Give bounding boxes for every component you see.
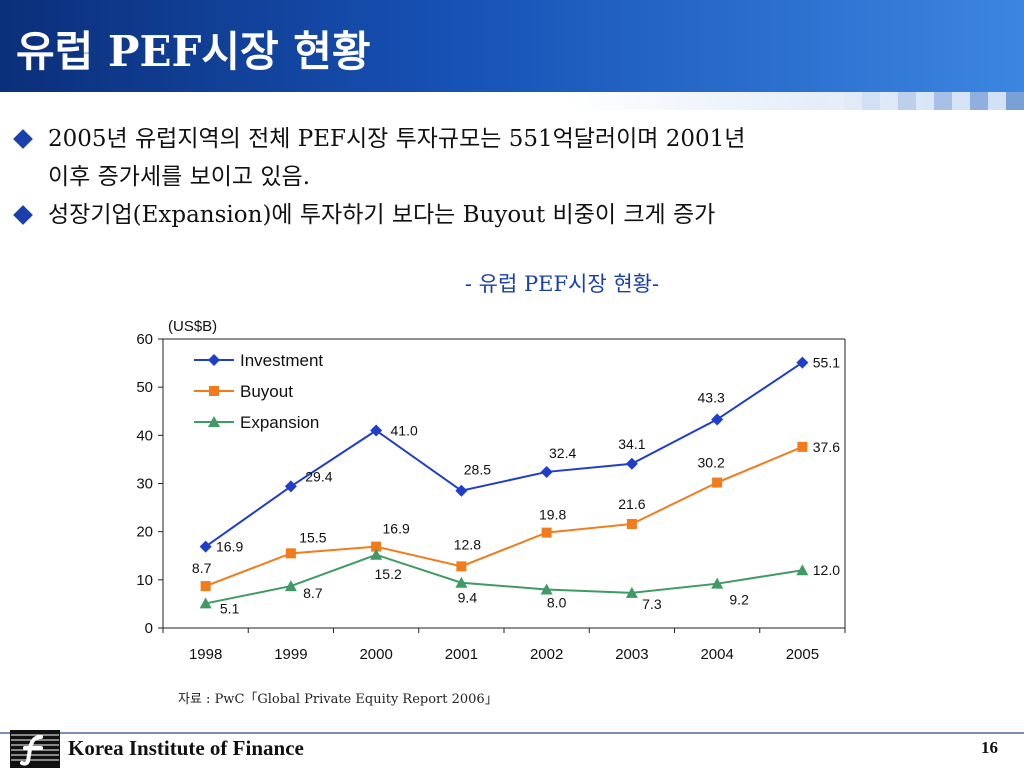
x-tick-label: 2002: [530, 646, 563, 663]
data-label-investment: 41.0: [391, 423, 418, 439]
x-tick-label: 2000: [359, 646, 392, 663]
data-label-investment: 34.1: [618, 436, 645, 452]
footer-organization: Korea Institute of Finance: [68, 736, 304, 760]
bullet-text: 2005년 유럽지역의 전체 PEF시장 투자규모는 551억달러이며 2001…: [48, 126, 746, 152]
data-label-expansion: 7.3: [642, 596, 662, 612]
y-tick-label: 60: [136, 331, 153, 348]
data-point-investment: [370, 424, 383, 437]
bullet-item: 성장기업(Expansion)에 투자하기 보다는 Buyout 비중이 크게 …: [12, 196, 1012, 234]
y-tick-label: 20: [136, 524, 153, 541]
data-point-investment: [199, 540, 212, 553]
data-point-expansion: [284, 580, 297, 592]
data-label-expansion: 8.7: [303, 585, 323, 601]
data-point-expansion: [455, 576, 468, 588]
chart-heading-container: - 유럽 PEF시장 현황-: [0, 268, 1024, 298]
institution-logo: [10, 730, 60, 768]
deco-square: [898, 92, 916, 110]
data-label-investment: 16.9: [216, 539, 243, 555]
data-point-investment: [625, 457, 638, 470]
data-point-expansion: [796, 564, 809, 576]
data-point-investment: [284, 480, 297, 493]
data-label-buyout: 16.9: [383, 521, 410, 537]
legend-marker-investment: [208, 354, 220, 366]
data-label-expansion: 9.4: [458, 590, 478, 606]
y-tick-label: 40: [136, 427, 153, 444]
legend-label-investment: Investment: [240, 351, 323, 370]
data-label-investment: 55.1: [813, 355, 840, 371]
bullet-text-continued: 이후 증가세를 보이고 있음.: [48, 164, 311, 190]
data-label-buyout: 19.8: [539, 507, 566, 523]
deco-square: [970, 92, 988, 110]
bullet-item: 2005년 유럽지역의 전체 PEF시장 투자규모는 551억달러이며 2001…: [12, 120, 1012, 196]
page-number: 16: [981, 738, 998, 757]
data-label-expansion: 5.1: [220, 600, 240, 616]
data-point-expansion: [540, 583, 553, 595]
deco-square: [826, 92, 844, 110]
bullet-text: 성장기업(Expansion)에 투자하기 보다는 Buyout 비중이 크게 …: [48, 202, 716, 228]
logo-mark-icon: [11, 731, 59, 767]
data-point-expansion: [625, 586, 638, 598]
data-label-buyout: 21.6: [618, 496, 645, 512]
data-point-buyout: [712, 477, 723, 488]
series-line-buyout: [205, 445, 803, 588]
data-point-buyout: [797, 441, 808, 452]
x-tick-label: 2003: [615, 646, 648, 663]
data-point-buyout: [541, 527, 552, 538]
y-tick-label: 10: [136, 572, 153, 589]
source-note: 자료 : PwC「Global Private Equity Report 20…: [178, 692, 498, 707]
chart-heading: - 유럽 PEF시장 현황-: [464, 272, 660, 296]
data-label-investment: 29.4: [305, 468, 332, 484]
data-point-buyout: [285, 548, 296, 559]
data-label-investment: 43.3: [698, 389, 725, 405]
data-point-investment: [455, 484, 468, 497]
data-point-expansion: [370, 548, 383, 560]
data-label-expansion: 12.0: [813, 562, 840, 578]
data-label-investment: 32.4: [549, 445, 576, 461]
x-tick-label: 2005: [786, 646, 819, 663]
deco-square: [934, 92, 952, 110]
slide-title: 유럽 PEF시장 현황: [16, 27, 371, 76]
data-point-expansion: [199, 597, 212, 609]
x-tick-label: 2001: [445, 646, 478, 663]
series-line-expansion: [205, 553, 803, 605]
data-point-buyout: [200, 581, 211, 592]
data-label-expansion: 9.2: [729, 592, 749, 608]
x-tick-label: 1999: [274, 646, 307, 663]
data-label-expansion: 15.2: [375, 566, 402, 582]
legend-label-expansion: Expansion: [240, 413, 319, 432]
series-line-investment: [205, 361, 803, 548]
data-point-buyout: [456, 561, 467, 572]
y-unit-label: (US$B): [168, 318, 217, 335]
data-point-investment: [796, 356, 809, 369]
x-tick-label: 1998: [189, 646, 222, 663]
data-label-investment: 28.5: [464, 462, 491, 478]
data-label-buyout: 30.2: [698, 455, 725, 471]
title-bar: 유럽 PEF시장 현황: [0, 0, 1024, 92]
data-point-investment: [711, 413, 724, 426]
deco-square: [1006, 92, 1024, 110]
data-label-buyout: 37.6: [813, 439, 840, 455]
y-tick-label: 30: [136, 476, 153, 493]
data-point-investment: [540, 465, 553, 478]
deco-square: [862, 92, 880, 110]
data-label-expansion: 8.0: [547, 594, 567, 610]
y-tick-label: 50: [136, 379, 153, 396]
title-decoration-strip: [0, 92, 1024, 110]
data-label-buyout: 8.7: [192, 560, 212, 576]
legend-marker-expansion: [208, 416, 220, 427]
bullet-list: 2005년 유럽지역의 전체 PEF시장 투자규모는 551억달러이며 2001…: [12, 120, 1012, 234]
y-tick-label: 0: [145, 620, 153, 637]
data-label-buyout: 12.8: [454, 536, 481, 552]
data-point-buyout: [626, 518, 637, 529]
data-point-expansion: [711, 577, 724, 589]
x-tick-label: 2004: [700, 646, 733, 663]
data-label-buyout: 15.5: [299, 529, 326, 545]
legend-marker-buyout: [209, 386, 219, 396]
data-point-buyout: [371, 541, 382, 552]
footer-divider: [0, 732, 1024, 734]
legend-label-buyout: Buyout: [240, 382, 293, 401]
